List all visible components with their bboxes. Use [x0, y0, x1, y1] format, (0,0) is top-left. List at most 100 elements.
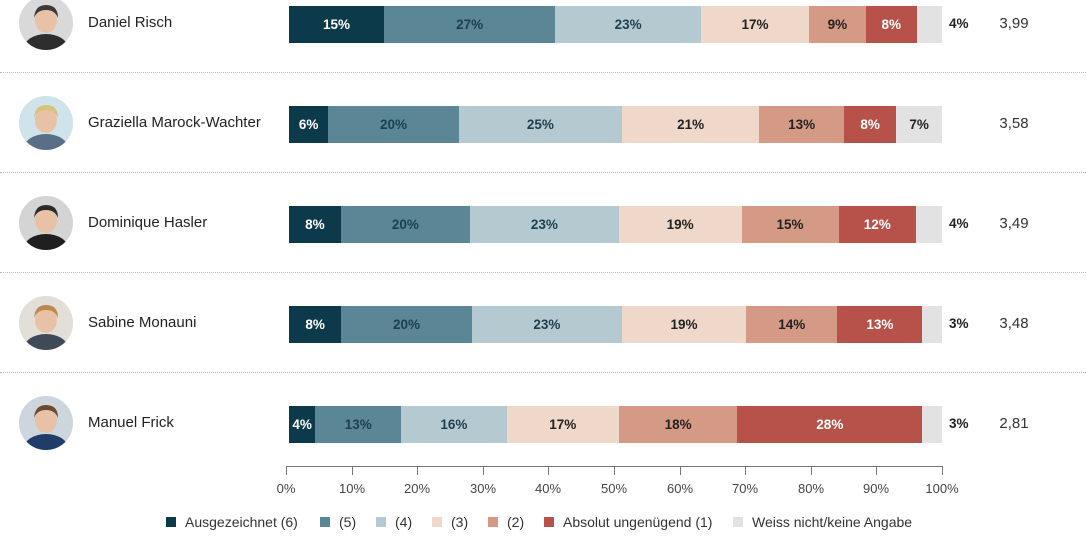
data-label: 13%	[344, 417, 372, 432]
bar-segment: 14%	[746, 306, 838, 343]
bar-segment: 23%	[470, 206, 619, 243]
data-label: 3%	[949, 316, 969, 331]
data-label: 25%	[526, 117, 554, 132]
legend-swatch	[432, 517, 442, 527]
legend: Ausgezeichnet (6) (5) (4) (3) (2) Absolut ung…	[0, 514, 1086, 534]
legend-item: Absolut ungenügend (1)	[544, 514, 712, 530]
legend-swatch	[488, 517, 498, 527]
bar-segment: 8%	[844, 106, 897, 143]
data-label: 20%	[391, 217, 419, 232]
bar-segment: 23%	[471, 306, 623, 343]
row-name-label: Manuel Frick	[88, 414, 174, 431]
stacked-bar: 6% 20% 25% 21% 13% 8% 7%	[289, 106, 942, 143]
row-name-label: Daniel Risch	[88, 14, 173, 31]
bar-segment: 17%	[701, 6, 809, 43]
legend-swatch	[544, 517, 554, 527]
bar-segment: 13%	[759, 106, 845, 143]
row-name-label: Graziella Marock-Wachter	[88, 114, 261, 131]
portrait-icon	[19, 296, 73, 350]
chart-row: Sabine Monauni 8% 20% 23% 19% 14% 13% 3% 3,48	[0, 273, 1086, 373]
bar-segment: 20%	[341, 306, 472, 343]
bar-segment	[916, 6, 942, 43]
x-axis-tick	[614, 466, 615, 475]
data-label: 21%	[677, 117, 705, 132]
data-label: 19%	[670, 317, 698, 332]
legend-item: (5)	[320, 514, 356, 530]
x-tick-label: 40%	[534, 481, 562, 496]
legend-item: (2)	[488, 514, 524, 530]
chart-row: Graziella Marock-Wachter 6% 20% 25% 21% 13% 8%…	[0, 73, 1086, 173]
bar-segment: 17%	[506, 406, 619, 443]
bar-segment: 8%	[865, 6, 917, 43]
avatar	[19, 196, 73, 250]
data-label: 4%	[292, 417, 312, 432]
data-label: 17%	[549, 417, 577, 432]
avatar	[19, 0, 73, 50]
x-tick-label: 50%	[600, 481, 628, 496]
legend-swatch	[320, 517, 330, 527]
bar-segment: 19%	[618, 206, 742, 243]
bar-segment: 7%	[896, 106, 942, 143]
data-label: 23%	[614, 17, 642, 32]
legend-item: (3)	[432, 514, 468, 530]
stacked-bar: 15% 27% 23% 17% 9% 8%	[289, 6, 942, 43]
data-label: 8%	[305, 217, 325, 232]
bar-segment: 18%	[618, 406, 738, 443]
x-tick-label: 70%	[731, 481, 759, 496]
bar-segment: 15%	[289, 6, 385, 43]
bar-segment: 15%	[741, 206, 839, 243]
bar-segment: 6%	[289, 106, 329, 143]
bar-segment: 13%	[837, 306, 923, 343]
bar-segment: 28%	[737, 406, 923, 443]
average-score: 3,58	[999, 115, 1029, 132]
legend-label: (5)	[339, 514, 357, 530]
data-label: 18%	[664, 417, 692, 432]
portrait-icon	[19, 96, 73, 150]
legend-item: Ausgezeichnet (6)	[166, 514, 298, 530]
legend-label: Ausgezeichnet (6)	[185, 514, 298, 530]
bar-segment: 16%	[401, 406, 507, 443]
x-tick-label: 80%	[797, 481, 825, 496]
data-label: 20%	[379, 117, 407, 132]
data-label: 8%	[860, 117, 880, 132]
data-label: 23%	[533, 317, 561, 332]
bar-segment	[922, 306, 942, 343]
x-tick-label: 10%	[338, 481, 366, 496]
x-axis-tick	[811, 466, 812, 475]
portrait-icon	[19, 196, 73, 250]
row-divider	[0, 272, 1086, 273]
chart-row: Daniel Risch 15% 27% 23% 17% 9% 8% 4% 3,99	[0, 0, 1086, 73]
bar-segment: 4%	[289, 406, 316, 443]
bar-segment	[916, 206, 942, 243]
x-axis-tick	[417, 466, 418, 475]
average-score: 3,99	[999, 15, 1029, 32]
average-score: 2,81	[999, 415, 1029, 432]
bar-segment: 8%	[289, 206, 341, 243]
data-label: 7%	[909, 117, 929, 132]
data-label: 14%	[778, 317, 806, 332]
stacked-bar: 8% 20% 23% 19% 14% 13%	[289, 306, 942, 343]
x-axis-tick	[942, 466, 943, 475]
data-label: 3%	[949, 416, 969, 431]
stacked-bar: 8% 20% 23% 19% 15% 12%	[289, 206, 942, 243]
bar-segment: 27%	[384, 6, 556, 43]
legend-label: (3)	[451, 514, 469, 530]
data-label: 20%	[393, 317, 421, 332]
data-label: 23%	[530, 217, 558, 232]
data-label: 4%	[949, 216, 969, 231]
data-label: 8%	[305, 317, 325, 332]
portrait-icon	[19, 396, 73, 450]
avatar	[19, 96, 73, 150]
chart-row: Manuel Frick 4% 13% 16% 17% 18% 28% 3% 2,81	[0, 373, 1086, 473]
x-axis-tick	[680, 466, 681, 475]
bar-segment: 19%	[622, 306, 747, 343]
bar-segment: 9%	[808, 6, 866, 43]
data-label: 9%	[827, 17, 848, 32]
legend-swatch	[376, 517, 386, 527]
data-label: 6%	[298, 117, 319, 132]
row-divider	[0, 372, 1086, 373]
data-label: 8%	[881, 17, 901, 32]
bar-segment: 23%	[555, 6, 702, 43]
bar-segment: 20%	[328, 106, 459, 143]
bar-segment: 20%	[340, 206, 471, 243]
